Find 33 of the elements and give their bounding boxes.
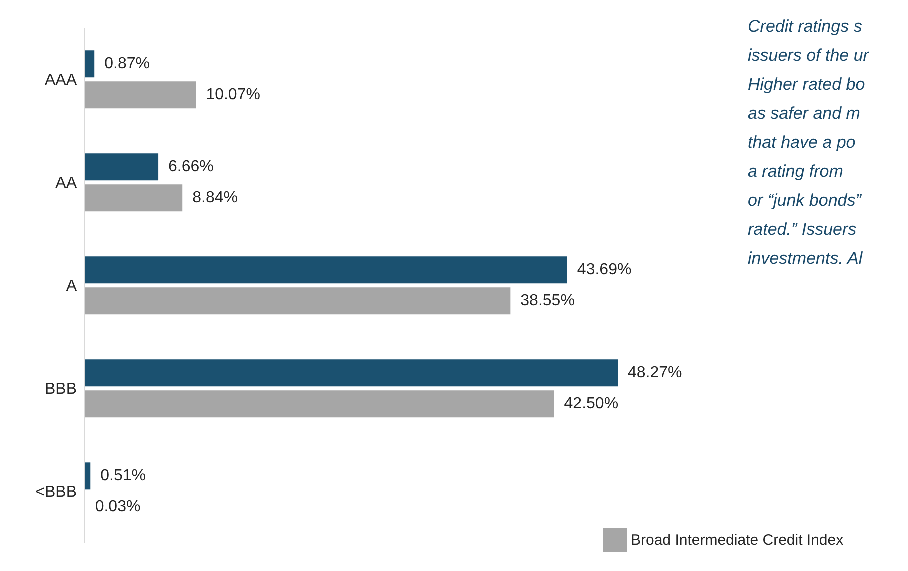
- bar: [85, 288, 511, 315]
- data-label: 38.55%: [520, 292, 575, 310]
- bar: [85, 360, 618, 387]
- text: Higher rated bo: [748, 74, 866, 96]
- data-label: 43.69%: [577, 262, 632, 279]
- data-label: 10.07%: [206, 86, 260, 104]
- data-label: 0.87%: [104, 56, 150, 73]
- data-label: 0.51%: [100, 468, 146, 485]
- bar: [85, 154, 159, 181]
- data-label: 0.03%: [95, 498, 141, 516]
- y-tick-label: AAA: [44, 72, 78, 90]
- data-label: 6.66%: [168, 158, 214, 176]
- y-tick-label: A: [66, 278, 78, 296]
- text: that have a po: [748, 132, 857, 154]
- data-label: 8.84%: [192, 190, 238, 207]
- legend-label: Broad Intermediate Credit Index: [631, 532, 844, 548]
- bar: [85, 390, 554, 418]
- y-tick-label: BBB: [44, 381, 77, 398]
- data-label: 48.27%: [628, 364, 682, 382]
- text: or “junk bonds”: [748, 190, 863, 212]
- text: investments. Al: [748, 248, 864, 270]
- bar: [85, 184, 183, 212]
- text: Credit ratings s: [748, 16, 864, 38]
- y-tick-label: <BBB: [36, 484, 77, 502]
- bar: [85, 256, 568, 284]
- bar: [85, 82, 196, 109]
- data-label: 42.50%: [564, 396, 619, 413]
- text: rated.” Issuers: [748, 219, 858, 241]
- text: issuers of the ur: [748, 45, 869, 67]
- y-tick-label: AA: [56, 175, 78, 192]
- text: as safer and m: [748, 103, 862, 125]
- bar: [85, 50, 95, 78]
- text: a rating from: [748, 161, 844, 183]
